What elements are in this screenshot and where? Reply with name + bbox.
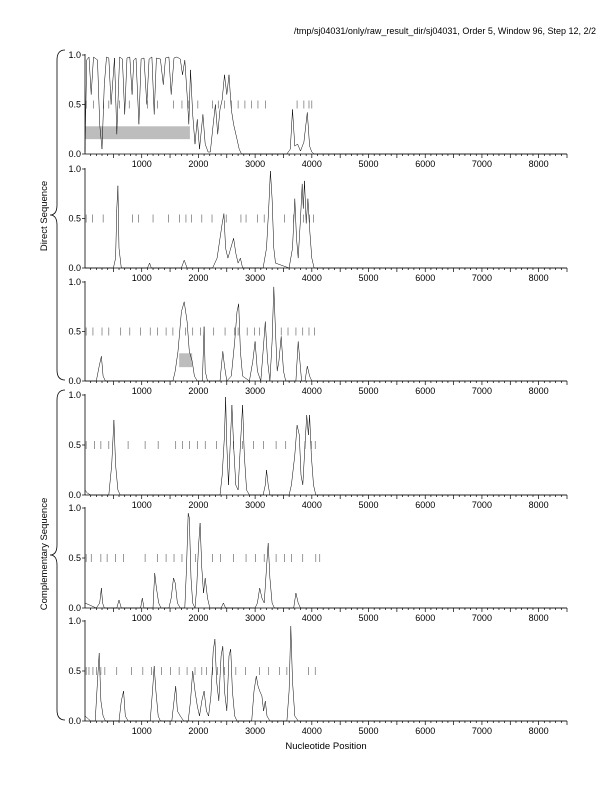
x-tick-label: 8000	[529, 273, 549, 283]
series-line	[84, 396, 567, 496]
x-tick-label: 1000	[132, 159, 152, 169]
x-tick-label: 3000	[245, 500, 265, 510]
highlight-region	[179, 353, 193, 368]
complementary-sequence-label: Complementary Sequence	[39, 498, 50, 610]
x-tick-label: 5000	[359, 273, 379, 283]
y-tick-label: 1.0	[68, 277, 81, 287]
x-tick-label: 7000	[472, 726, 492, 736]
x-tick-label: 6000	[415, 273, 435, 283]
y-tick-label: 0.0	[68, 490, 81, 500]
panels: 0.0 0.5 1.0 1000 2000 3000 4000 5000 6000 7000 800…	[68, 50, 568, 736]
panel-complementary-frame-1: 0.0 0.5 1.0 1000 2000 3000 4000 5000 6000 7000 800…	[68, 390, 568, 510]
x-tick-label: 5000	[359, 386, 379, 396]
highlight-region	[85, 126, 190, 140]
x-tick-label: 8000	[529, 613, 549, 623]
panel-complementary-frame-3: 0.0 0.5 1.0 1000 2000 3000 4000 5000 6000 7000 800…	[68, 616, 568, 736]
x-tick-label: 4000	[302, 273, 322, 283]
x-tick-label: 6000	[415, 726, 435, 736]
x-tick-label: 1000	[132, 273, 152, 283]
x-tick-label: 3000	[245, 613, 265, 623]
x-tick-label: 1000	[132, 386, 152, 396]
panel-complementary-frame-2: 0.0 0.5 1.0 1000 2000 3000 4000 5000 6000 7000 800…	[68, 503, 568, 623]
y-tick-label: 1.0	[68, 164, 81, 174]
x-tick-label: 7000	[472, 273, 492, 283]
y-tick-label: 1.0	[68, 50, 81, 60]
x-tick-label: 2000	[188, 386, 208, 396]
y-tick-label: 0.5	[68, 100, 81, 110]
x-tick-label: 3000	[245, 159, 265, 169]
x-tick-label: 7000	[472, 500, 492, 510]
x-tick-label: 8000	[529, 726, 549, 736]
x-tick-label: 7000	[472, 613, 492, 623]
x-tick-label: 5000	[359, 500, 379, 510]
x-tick-label: 8000	[529, 159, 549, 169]
y-tick-label: 0.0	[68, 716, 81, 726]
x-tick-label: 4000	[302, 159, 322, 169]
x-tick-label: 2000	[188, 500, 208, 510]
x-tick-label: 5000	[359, 613, 379, 623]
x-tick-label: 2000	[188, 613, 208, 623]
panel-direct-frame-2: 0.0 0.5 1.0 1000 2000 3000 4000 5000 6000 7000 800…	[68, 164, 568, 283]
x-tick-label: 3000	[245, 726, 265, 736]
x-tick-label: 5000	[359, 726, 379, 736]
x-tick-label: 2000	[188, 159, 208, 169]
x-tick-label: 4000	[302, 500, 322, 510]
y-tick-label: 0.0	[68, 603, 81, 613]
y-tick-label: 1.0	[68, 503, 81, 513]
x-tick-label: 4000	[302, 386, 322, 396]
x-tick-label: 1000	[132, 726, 152, 736]
y-tick-label: 0.5	[68, 666, 81, 676]
x-tick-label: 6000	[415, 500, 435, 510]
y-tick-label: 0.0	[68, 149, 81, 159]
y-tick-label: 0.0	[68, 376, 81, 386]
x-tick-label: 5000	[359, 159, 379, 169]
panel-direct-frame-3: 0.0 0.5 1.0 1000 2000 3000 4000 5000 6000 7000 800…	[68, 277, 568, 396]
x-tick-label: 2000	[188, 726, 208, 736]
x-tick-label: 6000	[415, 159, 435, 169]
complementary-brace	[49, 389, 66, 721]
x-tick-label: 8000	[529, 386, 549, 396]
series-line	[84, 625, 567, 722]
series-line	[84, 512, 567, 609]
x-tick-label: 6000	[415, 613, 435, 623]
y-tick-label: 0.5	[68, 327, 81, 337]
series-line	[85, 170, 567, 269]
x-tick-label: 7000	[472, 159, 492, 169]
x-tick-label: 7000	[472, 386, 492, 396]
x-tick-label: 1000	[132, 500, 152, 510]
y-tick-label: 1.0	[68, 616, 81, 626]
x-tick-label: 1000	[132, 613, 152, 623]
x-tick-label: 4000	[302, 726, 322, 736]
x-tick-label: 6000	[415, 386, 435, 396]
x-axis-title: Nucleotide Position	[285, 741, 366, 752]
y-tick-label: 0.5	[68, 214, 81, 224]
x-tick-label: 3000	[245, 386, 265, 396]
x-tick-label: 3000	[245, 273, 265, 283]
x-tick-label: 2000	[188, 273, 208, 283]
header-title: /tmp/sj04031/only/raw_result_dir/sj04031…	[294, 26, 596, 36]
direct-sequence-label: Direct Sequence	[39, 181, 50, 251]
direct-brace	[49, 49, 66, 381]
series-line	[85, 286, 567, 382]
y-tick-label: 0.0	[68, 263, 81, 273]
x-tick-label: 4000	[302, 613, 322, 623]
y-tick-label: 1.0	[68, 390, 81, 400]
panel-direct-frame-1: 0.0 0.5 1.0 1000 2000 3000 4000 5000 6000 7000 800…	[68, 50, 568, 169]
y-tick-label: 0.5	[68, 440, 81, 450]
x-tick-label: 8000	[529, 500, 549, 510]
y-tick-label: 0.5	[68, 553, 81, 563]
